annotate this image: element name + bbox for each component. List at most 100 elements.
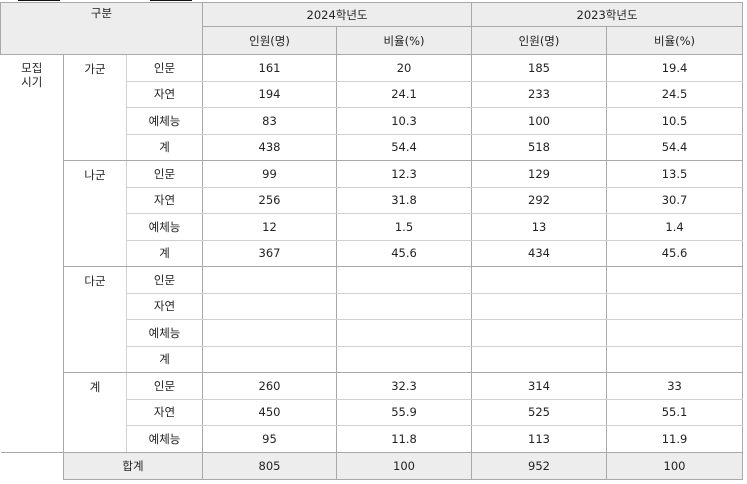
ratio-2024-cell: 55.9 <box>335 399 473 426</box>
count-2024-cell <box>202 346 337 373</box>
ratio-2024-cell: 20 <box>335 54 473 82</box>
field-label: 자연 <box>126 293 203 320</box>
count-2023-cell: 113 <box>471 425 608 453</box>
table-row: 나군 인문 99 12.3 129 13.5 <box>1 160 744 267</box>
field-label: 계 <box>126 240 203 267</box>
header-row-years: 구분 2024학년도 2023학년도 <box>0 2 744 55</box>
count-2023-cell <box>471 346 608 373</box>
total-label: 합계 <box>63 451 203 480</box>
total-ratio-2023: 100 <box>606 451 744 480</box>
table-row: 모집 시기 가군 인문 161 20 185 19.4 <box>0 54 744 453</box>
ratio-2023-cell <box>606 293 744 320</box>
header-row-columns: 인원(명) 비율(%) 인원(명) 비율(%) <box>1 26 744 55</box>
count-2024-cell: 256 <box>202 187 337 214</box>
ratio-2023-cell: 45.6 <box>606 240 744 267</box>
ratio-2024-cell <box>335 346 473 373</box>
count-2024-cell: 83 <box>202 107 337 135</box>
table-row: 계 438 54.4 518 54.4 <box>1 134 744 161</box>
ratio-2023-cell: 54.4 <box>606 134 744 161</box>
ratio-2023-cell: 11.9 <box>606 425 744 453</box>
total-count-2023: 952 <box>471 451 608 480</box>
ratio-2024-cell <box>335 293 473 320</box>
table-row: 자연 <box>1 293 744 320</box>
ratio-2023-cell <box>606 346 744 373</box>
count-2023-cell: 129 <box>471 160 608 188</box>
category-header: 구분 <box>0 2 203 55</box>
field-label: 자연 <box>126 187 203 214</box>
ratio-2023-cell: 24.5 <box>606 81 744 108</box>
field-label: 인문 <box>126 372 203 400</box>
group-label: 다군 <box>63 266 127 373</box>
field-label: 자연 <box>126 81 203 108</box>
table-row: 예체능 12 1.5 13 1.4 <box>1 213 744 241</box>
ratio-2023-cell: 30.7 <box>606 187 744 214</box>
field-label: 계 <box>126 346 203 373</box>
count-2023-cell <box>471 293 608 320</box>
ratio-2024-cell: 10.3 <box>335 107 473 135</box>
total-row-spacer <box>1 452 64 479</box>
recruit-period-label: 모집 시기 <box>0 54 64 453</box>
count-2024-cell <box>202 293 337 320</box>
group-label: 계 <box>63 372 127 453</box>
ratio-2024-cell <box>335 319 473 347</box>
count-2023-cell: 100 <box>471 107 608 135</box>
field-label: 예체능 <box>126 107 203 135</box>
ratio-2024-cell: 24.1 <box>335 81 473 108</box>
total-ratio-2024: 100 <box>335 451 473 480</box>
count-header: 인원(명) <box>471 26 608 55</box>
ratio-2023-cell <box>606 319 744 347</box>
table-row: 예체능 83 10.3 100 10.5 <box>1 107 744 135</box>
ratio-2023-cell: 10.5 <box>606 107 744 135</box>
count-2024-cell: 367 <box>202 240 337 267</box>
count-2024-cell: 12 <box>202 213 337 241</box>
table-row: 계 <box>1 346 744 373</box>
count-2024-cell: 450 <box>202 399 337 426</box>
ratio-2023-cell: 19.4 <box>606 54 744 82</box>
table-row: 계 367 45.6 434 45.6 <box>1 240 744 267</box>
count-2023-cell: 13 <box>471 213 608 241</box>
ratio-2024-cell: 54.4 <box>335 134 473 161</box>
ratio-2024-cell: 31.8 <box>335 187 473 214</box>
field-label: 예체능 <box>126 425 203 453</box>
ratio-2023-cell: 1.4 <box>606 213 744 241</box>
table-row: 계 인문 260 32.3 314 33 <box>1 372 744 453</box>
group-label: 가군 <box>63 54 127 161</box>
table-row: 자연 194 24.1 233 24.5 <box>1 81 744 108</box>
ratio-header: 비율(%) <box>606 26 744 55</box>
ratio-2023-cell: 55.1 <box>606 399 744 426</box>
table-row: 예체능 <box>1 319 744 347</box>
table-row: 다군 인문 <box>1 266 744 373</box>
total-count-2024: 805 <box>202 451 337 480</box>
count-2023-cell: 292 <box>471 187 608 214</box>
count-2023-cell <box>471 319 608 347</box>
count-2023-cell: 233 <box>471 81 608 108</box>
field-label: 계 <box>126 134 203 161</box>
ratio-2024-cell: 45.6 <box>335 240 473 267</box>
field-label: 인문 <box>126 266 203 294</box>
count-2024-cell: 438 <box>202 134 337 161</box>
ratio-2023-cell <box>606 266 744 294</box>
count-2023-cell: 314 <box>471 372 608 400</box>
year-header-2023: 2023학년도 <box>471 2 744 27</box>
ratio-2024-cell <box>335 266 473 294</box>
count-2023-cell: 434 <box>471 240 608 267</box>
field-label: 예체능 <box>126 319 203 347</box>
recruit-period-text: 모집 시기 <box>21 61 43 89</box>
total-row: 합계 805 100 952 100 <box>1 451 744 480</box>
count-2024-cell: 161 <box>202 54 337 82</box>
table-row: 예체능 95 11.8 113 11.9 <box>1 425 744 453</box>
count-2023-cell <box>471 266 608 294</box>
count-2024-cell: 99 <box>202 160 337 188</box>
group-label: 나군 <box>63 160 127 267</box>
ratio-2023-cell: 33 <box>606 372 744 400</box>
ratio-2024-cell: 32.3 <box>335 372 473 400</box>
count-2024-cell <box>202 319 337 347</box>
top-rule <box>0 0 747 3</box>
count-2023-cell: 518 <box>471 134 608 161</box>
field-label: 자연 <box>126 399 203 426</box>
table-row: 자연 450 55.9 525 55.1 <box>1 399 744 426</box>
field-label: 인문 <box>126 54 203 82</box>
count-2024-cell <box>202 266 337 294</box>
ratio-header: 비율(%) <box>335 26 473 55</box>
